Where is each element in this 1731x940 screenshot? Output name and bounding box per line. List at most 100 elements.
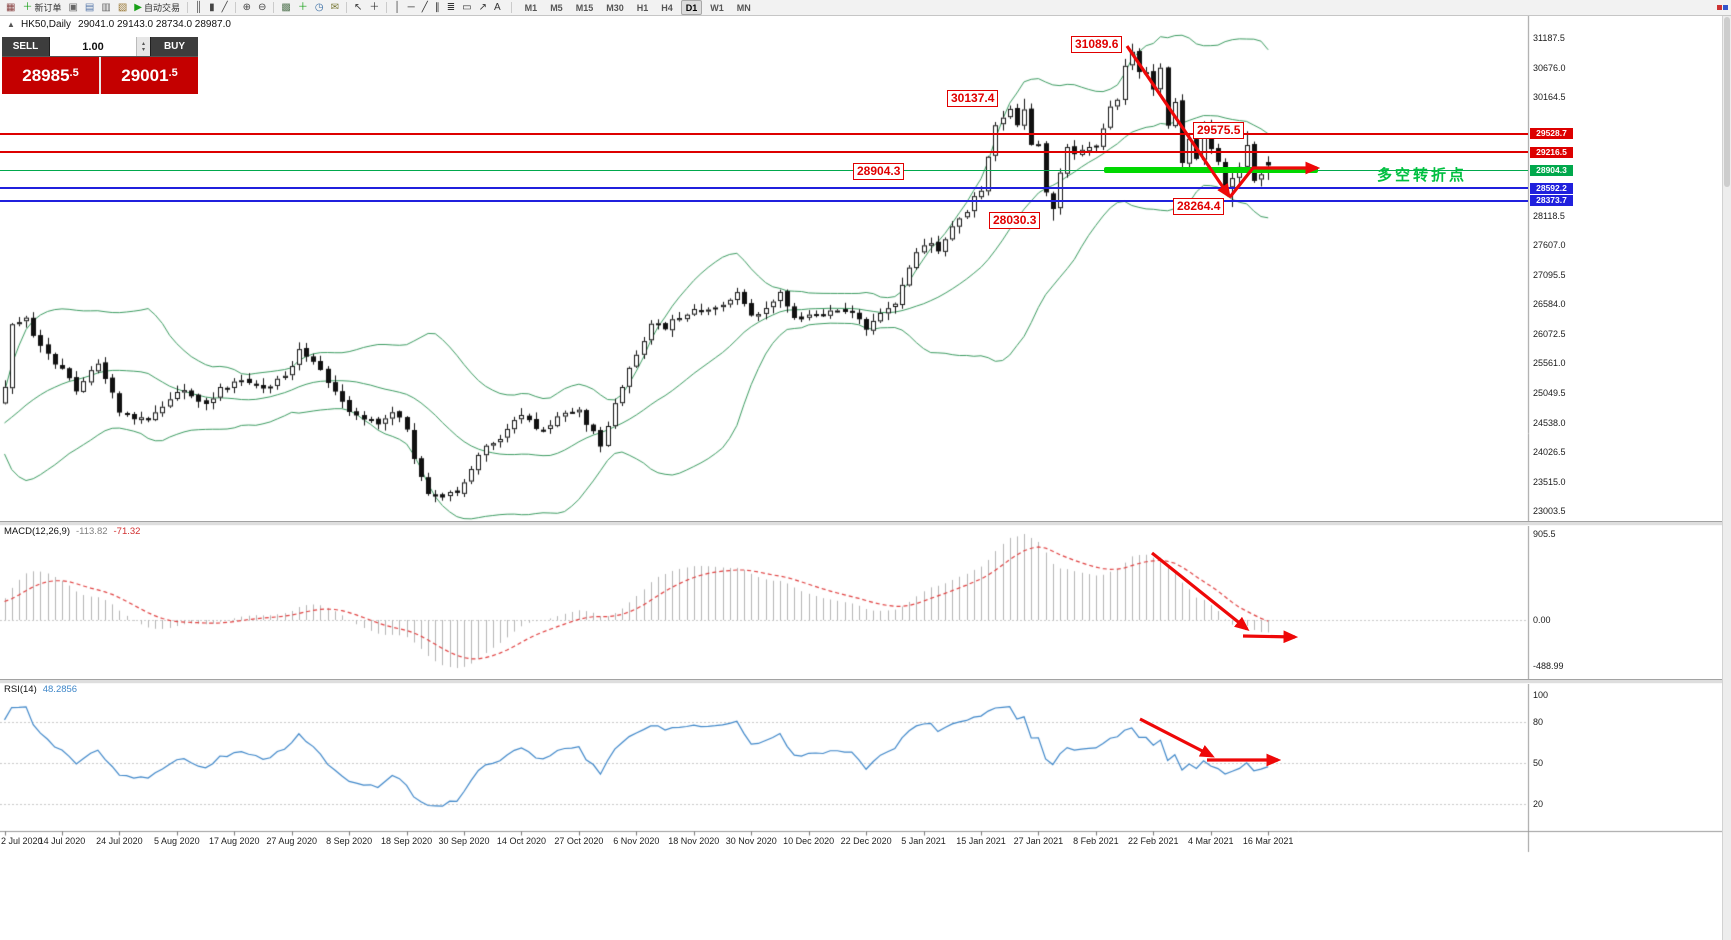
price-callout[interactable]: 28030.3 bbox=[989, 212, 1041, 229]
volume-field[interactable]: 1.00 ▴ ▾ bbox=[50, 37, 150, 56]
arrows-icon[interactable]: ↗ bbox=[476, 1, 490, 14]
hline-axis-label-resistance-line-2: 29216.5 bbox=[1530, 146, 1573, 158]
one-click-collapse-button[interactable]: ▲ bbox=[7, 20, 15, 29]
crosshair-icon[interactable]: ＋ bbox=[366, 1, 382, 14]
stepper-up-icon[interactable]: ▴ bbox=[141, 40, 145, 47]
price-callout[interactable]: 30137.4 bbox=[947, 90, 999, 107]
rsi-trend-down-arrow[interactable] bbox=[1139, 717, 1215, 758]
time-axis-label: 22 Feb 2021 bbox=[1128, 836, 1179, 846]
hline-support-line-2[interactable] bbox=[0, 199, 1528, 202]
time-axis-label: 15 Jan 2021 bbox=[956, 836, 1006, 846]
hline-pivot-line[interactable] bbox=[0, 169, 1528, 171]
time-axis-label: 8 Feb 2021 bbox=[1073, 836, 1119, 846]
rsi-axis-label: 80 bbox=[1533, 717, 1544, 728]
price-axis-label: 24538.0 bbox=[1533, 417, 1566, 428]
line-chart-icon[interactable]: ╱ bbox=[219, 1, 231, 14]
stepper-down-icon[interactable]: ▾ bbox=[141, 46, 145, 53]
new-order-button-label: 新订单 bbox=[34, 3, 62, 13]
autotrade-icon: ▶ bbox=[134, 1, 142, 13]
navigator-icon[interactable]: ▧ bbox=[115, 1, 130, 14]
templates-icon[interactable]: ✉ bbox=[328, 1, 342, 14]
timeframe-d1[interactable]: D1 bbox=[680, 0, 703, 15]
buy-price[interactable]: 29001 .5 bbox=[101, 57, 198, 94]
shapes-icon[interactable]: ▭ bbox=[459, 1, 474, 14]
tile-windows-icon[interactable]: ▩ bbox=[278, 1, 293, 14]
text-icon[interactable]: A bbox=[491, 1, 504, 14]
price-callout[interactable]: 28904.3 bbox=[853, 163, 905, 180]
zoom-out-icon[interactable]: ⊖ bbox=[255, 1, 269, 14]
timeframe-m30[interactable]: M30 bbox=[606, 2, 624, 13]
volume-stepper[interactable]: ▴ ▾ bbox=[136, 37, 150, 56]
app-logo-icon bbox=[1717, 5, 1728, 10]
timeframe-h1[interactable]: H1 bbox=[636, 2, 649, 13]
price-axis-label: 30164.5 bbox=[1533, 92, 1566, 103]
time-axis-label: 18 Nov 2020 bbox=[668, 836, 720, 846]
timeframe-m5[interactable]: M5 bbox=[550, 2, 563, 13]
rsi-axis-label: 100 bbox=[1533, 690, 1549, 700]
new-order-button[interactable]: ＋新订单 bbox=[19, 1, 64, 14]
price-callout[interactable]: 31089.6 bbox=[1071, 36, 1123, 53]
channel-icon[interactable]: ∥ bbox=[432, 1, 443, 14]
scrollbar-thumb[interactable] bbox=[1724, 17, 1730, 187]
price-axis-label: 30676.0 bbox=[1533, 62, 1566, 73]
vertical-line-icon[interactable]: │ bbox=[391, 1, 403, 14]
trendline-icon[interactable]: ╱ bbox=[419, 1, 431, 14]
pane-splitter-rsi[interactable] bbox=[0, 679, 1731, 684]
buy-price-frac: .5 bbox=[168, 66, 178, 79]
time-axis-label: 30 Sep 2020 bbox=[438, 836, 490, 846]
pivot-annotation-text[interactable]: 多空转折点 bbox=[1377, 167, 1468, 184]
macd-axis-label: 905.5 bbox=[1533, 528, 1556, 539]
sell-price-main: 28985 bbox=[22, 65, 70, 85]
price-axis-label: 25561.0 bbox=[1533, 358, 1566, 369]
time-axis-label: 16 Mar 2021 bbox=[1242, 836, 1294, 846]
price-sideways-arrow[interactable] bbox=[1228, 161, 1321, 198]
timeframe-h4[interactable]: H4 bbox=[661, 2, 673, 13]
cursor-icon[interactable]: ↖ bbox=[351, 1, 365, 14]
time-axis-label: 24 Jul 2020 bbox=[96, 836, 143, 846]
vertical-scrollbar[interactable] bbox=[1722, 15, 1731, 940]
fibonacci-icon[interactable]: ≣ bbox=[444, 1, 458, 14]
time-axis-label: 27 Jan 2021 bbox=[1013, 836, 1064, 846]
periods-icon[interactable]: ◷ bbox=[312, 1, 327, 14]
timeframe-m1[interactable]: M1 bbox=[524, 2, 538, 13]
macd-value-1: -113.82 bbox=[76, 526, 108, 537]
zoom-in-icon[interactable]: ⊕ bbox=[240, 1, 254, 14]
bar-chart-icon: ║ bbox=[195, 1, 203, 13]
price-callout[interactable]: 29575.5 bbox=[1193, 122, 1245, 139]
timeframe-mn[interactable]: MN bbox=[736, 2, 751, 13]
timeframe-w1[interactable]: W1 bbox=[710, 2, 724, 13]
candlestick-chart-icon[interactable]: ▮ bbox=[206, 1, 218, 14]
candlestick-chart-icon: ▮ bbox=[209, 1, 215, 13]
shapes-icon: ▭ bbox=[462, 1, 472, 13]
hline-resistance-line-2[interactable] bbox=[0, 151, 1528, 154]
autotrade-button[interactable]: ▶ 自动交易 bbox=[131, 1, 183, 14]
timeframe-m15[interactable]: M15 bbox=[575, 2, 594, 13]
buy-button[interactable]: BUY bbox=[151, 37, 198, 56]
sell-price[interactable]: 28985 .5 bbox=[2, 57, 99, 94]
macd-trend-down-arrow[interactable] bbox=[1151, 551, 1250, 631]
pane-splitter-macd[interactable] bbox=[0, 521, 1731, 526]
new-chart-icon: ＋ bbox=[297, 1, 308, 13]
layouts-icon[interactable]: ▣ bbox=[65, 1, 80, 14]
sell-button[interactable]: SELL bbox=[2, 37, 49, 56]
data-window-icon[interactable]: ▥ bbox=[98, 1, 113, 14]
rsi-value: 48.2856 bbox=[42, 684, 78, 695]
time-axis-label: 22 Dec 2020 bbox=[840, 836, 892, 846]
price-trend-down-arrow[interactable] bbox=[1125, 45, 1231, 199]
bar-chart-icon[interactable]: ║ bbox=[192, 1, 205, 14]
chart-window-icon[interactable]: ▦ bbox=[3, 1, 18, 14]
price-callout[interactable]: 28264.4 bbox=[1173, 198, 1225, 215]
new-chart-icon[interactable]: ＋ bbox=[295, 1, 311, 14]
channel-icon: ∥ bbox=[434, 1, 440, 13]
macd-sideways-arrow[interactable] bbox=[1242, 630, 1299, 644]
market-watch-icon[interactable]: ▤ bbox=[82, 1, 97, 14]
hline-axis-label-support-line-2: 28373.7 bbox=[1530, 195, 1573, 207]
market-watch-icon: ▤ bbox=[84, 1, 95, 13]
hline-support-line-1[interactable] bbox=[0, 187, 1528, 190]
horizontal-line-icon[interactable]: ─ bbox=[405, 1, 418, 14]
macd-indicator-label: MACD(12,26,9) -113.82 -71.32 bbox=[4, 526, 146, 537]
hline-resistance-line-1[interactable] bbox=[0, 132, 1528, 135]
